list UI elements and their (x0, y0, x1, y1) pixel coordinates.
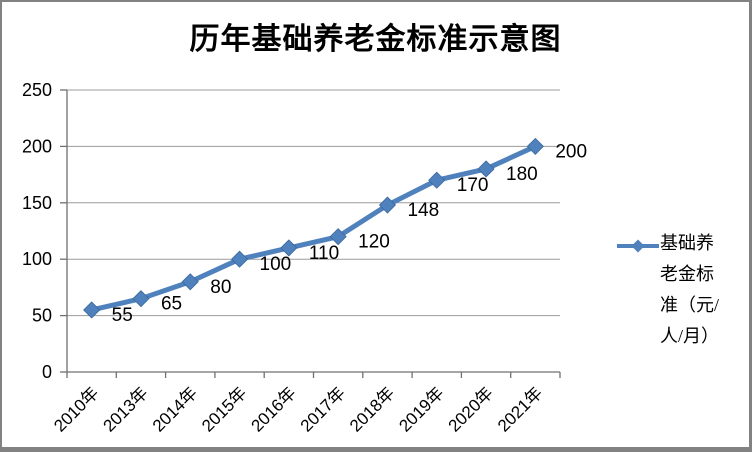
data-point-marker (428, 171, 446, 189)
y-axis-tick-label: 50 (32, 306, 52, 326)
data-point-marker (280, 239, 298, 257)
legend-label-line: 基础养 (660, 233, 714, 253)
data-label: 170 (457, 175, 489, 196)
x-axis-tick-label: 2021年 (494, 383, 546, 435)
data-point-marker (378, 196, 397, 214)
data-label: 65 (161, 294, 182, 315)
x-axis-tick-label: 2015年 (198, 383, 250, 435)
data-point-marker (230, 250, 249, 268)
data-label: 55 (112, 305, 133, 326)
data-point-marker (181, 273, 199, 291)
data-label: 180 (506, 164, 538, 185)
y-axis-tick-label: 150 (22, 193, 52, 213)
x-axis-tick-label: 2014年 (149, 383, 201, 435)
chart-title: 历年基础养老金标准示意图 (189, 23, 562, 56)
x-axis-tick-label: 2018年 (346, 383, 398, 435)
y-axis-tick-label: 100 (22, 249, 52, 269)
y-axis-tick-label: 200 (22, 136, 52, 156)
data-label: 110 (309, 243, 339, 264)
x-axis-tick-label: 2017年 (297, 383, 349, 435)
x-axis-tick-label: 2013年 (100, 383, 152, 435)
data-point-marker (477, 160, 495, 178)
data-label: 120 (358, 232, 390, 253)
data-label: 148 (407, 200, 439, 221)
data-point-marker (83, 301, 101, 319)
x-axis-tick-label: 2019年 (395, 383, 447, 435)
y-axis-tick-label: 0 (42, 362, 52, 382)
x-axis-tick-label: 2016年 (247, 383, 299, 435)
x-axis-tick-label: 2020年 (445, 383, 497, 435)
legend-label-line: 准（元/ (660, 295, 720, 315)
data-point-marker (329, 228, 347, 246)
legend-label-line: 老金标 (660, 264, 714, 284)
data-label: 200 (555, 141, 587, 162)
legend-series-marker-icon (617, 239, 659, 253)
legend-label: 基础养老金标准（元/人/月） (660, 228, 746, 352)
data-label: 100 (260, 254, 292, 275)
x-axis-tick-label: 2010年 (50, 383, 102, 435)
legend: 基础养老金标准（元/人/月） (614, 228, 749, 352)
y-axis-tick-label: 250 (22, 80, 52, 100)
legend-label-line: 人/月） (660, 326, 720, 346)
data-point-marker (526, 137, 544, 155)
series-line (89, 143, 538, 313)
data-label: 80 (210, 277, 231, 298)
data-point-marker (132, 290, 150, 308)
